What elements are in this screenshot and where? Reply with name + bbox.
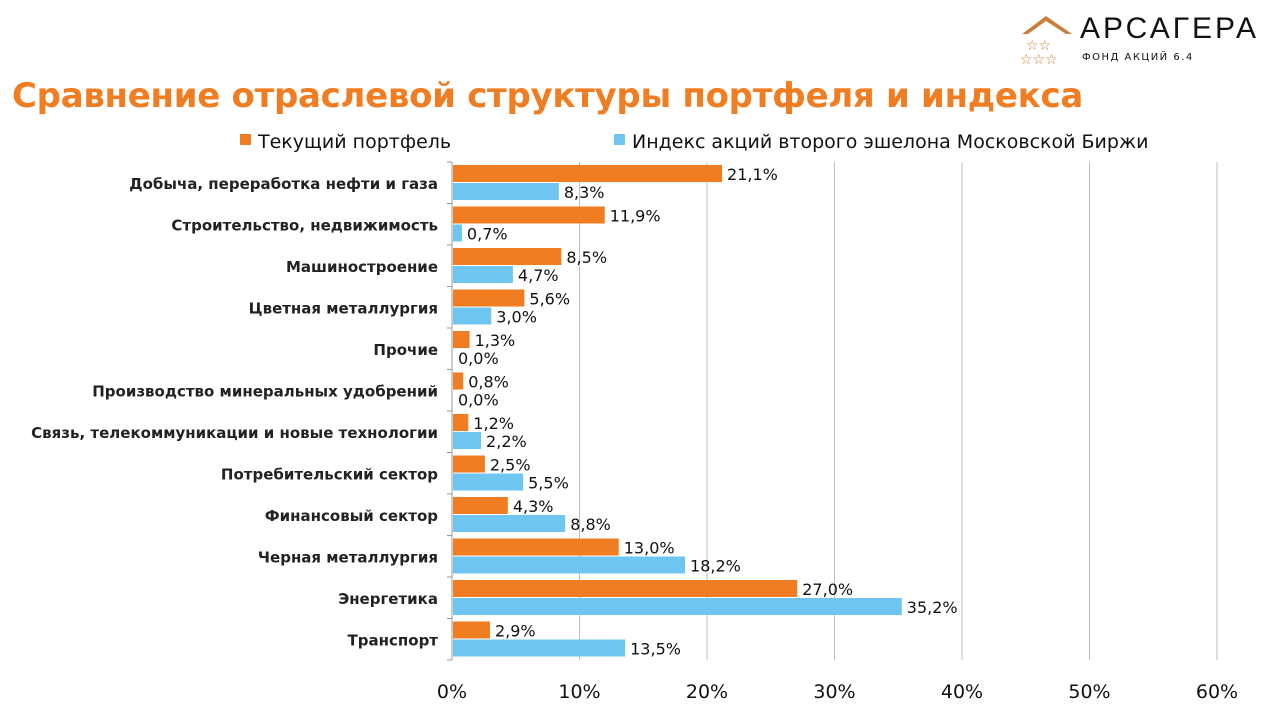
data-label: 0,8% bbox=[468, 373, 509, 392]
bar bbox=[453, 598, 902, 615]
x-tick-label: 10% bbox=[558, 681, 600, 703]
bar bbox=[453, 639, 626, 657]
legend-swatch bbox=[240, 134, 251, 145]
data-label: 2,9% bbox=[495, 622, 536, 641]
category-label: Производство минеральных удобрений bbox=[92, 382, 438, 400]
category-label: Потребительский сектор bbox=[221, 465, 438, 483]
legend-label: Индекс акций второго эшелона Московской … bbox=[632, 131, 1148, 153]
bar bbox=[453, 473, 524, 491]
category-label: Черная металлургия bbox=[258, 548, 438, 566]
bar bbox=[453, 497, 508, 514]
chart-title: Сравнение отраслевой структуры портфеля … bbox=[12, 76, 1083, 116]
logo-subtitle: ФОНД АКЦИЙ 6.4 bbox=[1082, 52, 1194, 63]
bar bbox=[453, 331, 470, 348]
data-label: 4,3% bbox=[513, 497, 554, 516]
legend-swatch bbox=[614, 134, 625, 145]
data-label: 18,2% bbox=[690, 557, 741, 576]
bar bbox=[453, 165, 723, 182]
bar bbox=[453, 372, 464, 390]
bar bbox=[453, 556, 686, 574]
data-label: 2,2% bbox=[486, 432, 527, 451]
data-label: 8,5% bbox=[566, 248, 607, 267]
data-label: 13,5% bbox=[630, 640, 681, 659]
data-label: 1,2% bbox=[473, 414, 514, 433]
data-label: 13,0% bbox=[624, 539, 675, 558]
bar bbox=[453, 206, 605, 224]
data-label: 0,7% bbox=[467, 225, 508, 244]
x-tick-label: 30% bbox=[813, 681, 855, 703]
bar bbox=[453, 224, 462, 242]
category-label: Строительство, недвижимость bbox=[171, 216, 438, 234]
svg-text:☆☆: ☆☆ bbox=[1026, 38, 1051, 54]
category-label: Машиностроение bbox=[286, 258, 438, 276]
bar bbox=[453, 183, 559, 200]
data-label: 5,6% bbox=[529, 290, 570, 309]
bar bbox=[453, 307, 492, 325]
category-label: Связь, телекоммуникации и новые технолог… bbox=[31, 424, 438, 442]
x-tick-label: 50% bbox=[1068, 681, 1110, 703]
data-label: 1,3% bbox=[475, 331, 516, 350]
x-tick-label: 20% bbox=[686, 681, 728, 703]
logo-house-stars-icon: ☆☆ ☆☆☆ bbox=[1020, 16, 1072, 68]
bar bbox=[453, 248, 562, 265]
data-label: 8,8% bbox=[570, 515, 611, 534]
data-label: 27,0% bbox=[802, 580, 853, 599]
data-label: 35,2% bbox=[907, 598, 958, 617]
bar bbox=[453, 621, 490, 639]
data-label: 2,5% bbox=[490, 456, 531, 475]
bar bbox=[453, 515, 566, 532]
category-label: Прочие bbox=[373, 341, 438, 359]
bar bbox=[453, 289, 525, 307]
logo-name: АРСАГЕРА bbox=[1080, 12, 1259, 45]
category-label: Добыча, переработка нефти и газа bbox=[129, 175, 438, 193]
data-label: 0,0% bbox=[458, 391, 499, 410]
bar bbox=[453, 580, 798, 597]
category-label: Финансовый сектор bbox=[265, 507, 438, 525]
x-tick-label: 60% bbox=[1196, 681, 1238, 703]
data-label: 21,1% bbox=[727, 165, 778, 184]
data-label: 8,3% bbox=[564, 183, 605, 202]
data-label: 5,5% bbox=[528, 474, 569, 493]
x-tick-label: 0% bbox=[437, 681, 467, 703]
bar bbox=[453, 455, 485, 473]
data-label: 11,9% bbox=[610, 207, 661, 226]
category-label: Транспорт bbox=[348, 631, 439, 649]
category-label: Цветная металлургия bbox=[249, 299, 438, 317]
svg-text:☆☆☆: ☆☆☆ bbox=[1020, 52, 1058, 68]
bar bbox=[453, 266, 513, 283]
bar bbox=[453, 414, 469, 431]
data-label: 0,0% bbox=[458, 349, 499, 368]
bar bbox=[453, 432, 482, 449]
category-label: Энергетика bbox=[338, 590, 438, 608]
arsagera-logo: ☆☆ ☆☆☆ АРСАГЕРА ФОНД АКЦИЙ 6.4 bbox=[1018, 12, 1278, 72]
data-label: 4,7% bbox=[518, 266, 559, 285]
x-tick-label: 40% bbox=[941, 681, 983, 703]
data-label: 3,0% bbox=[496, 308, 537, 327]
bar bbox=[453, 538, 619, 556]
legend-label: Текущий портфель bbox=[257, 131, 451, 153]
